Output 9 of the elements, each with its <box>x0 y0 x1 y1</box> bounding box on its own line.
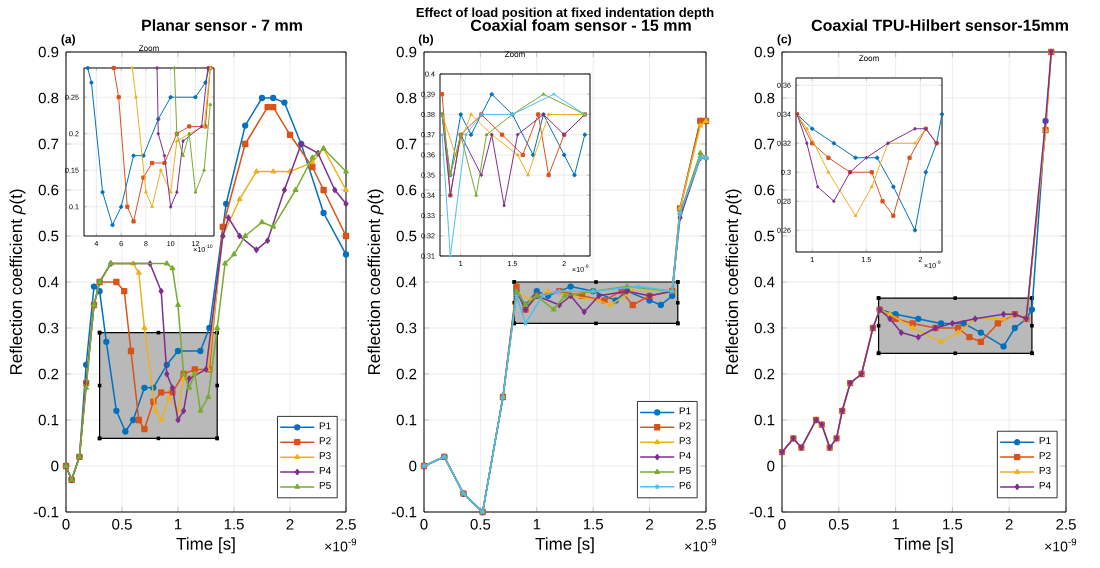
y-axis-title: Reflection coefficient ρ(t) <box>9 189 26 375</box>
y-axis-title: Reflection coefficient ρ(t) <box>725 189 742 375</box>
chart-title: Coaxial foam sensor - 15 mm <box>470 19 691 31</box>
x-axis-title: Time [s] <box>535 537 594 554</box>
y-axis-title: Reflection coefficient ρ(t) <box>367 189 384 375</box>
x-axis-title: Time [s] <box>894 537 953 554</box>
chart-title: Coaxial TPU-Hilbert sensor-15mm <box>811 19 1068 31</box>
chart-title: Planar sensor - 7 mm <box>142 19 302 31</box>
x-axis-title: Time [s] <box>176 537 235 554</box>
